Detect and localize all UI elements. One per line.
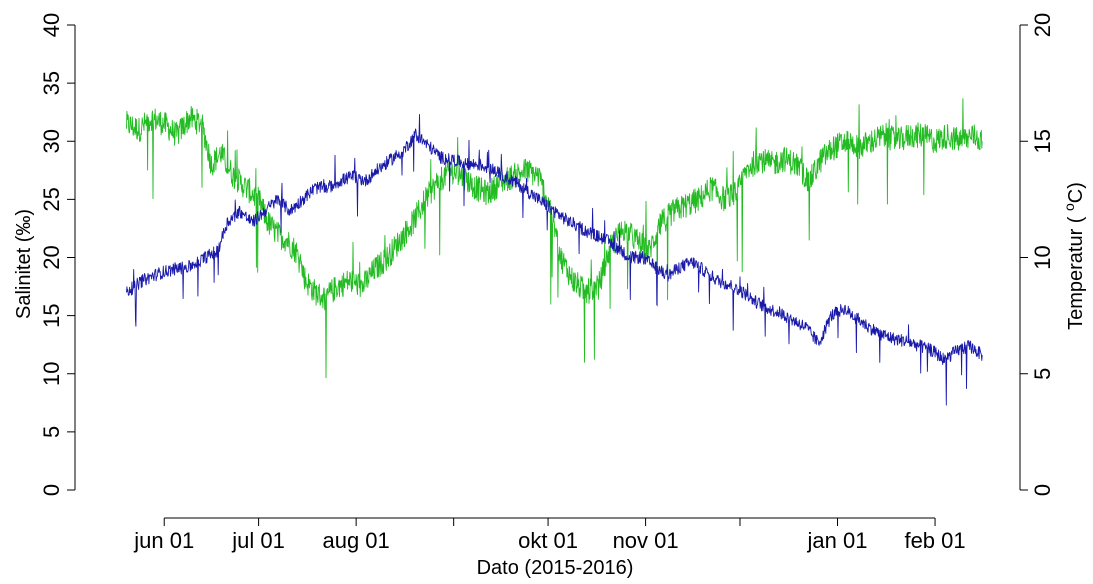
x-axis-title: Dato (2015-2016): [477, 557, 634, 579]
y-axis-left-title: Salinitet (‰): [13, 209, 35, 319]
y-axis-right-title-suffix: C): [1065, 182, 1087, 203]
y-left-tick-label: 15: [39, 303, 64, 327]
y-right-tick-label: 20: [1030, 13, 1055, 37]
y-left-tick-label: 0: [39, 484, 64, 496]
y-left-ticks: 0 5 10 15 20 25 30 35 40: [39, 13, 75, 496]
y-axis-left: 0 5 10 15 20 25 30 35 40 Salinitet (‰): [13, 13, 76, 496]
y-left-tick-label: 20: [39, 245, 64, 269]
y-left-tick-label: 30: [39, 129, 64, 153]
y-left-tick-label: 40: [39, 13, 64, 37]
series-temperatur-line: [126, 114, 983, 406]
y-axis-right-title: Temperatur ( oC): [1061, 182, 1087, 330]
plot-area: [126, 98, 983, 406]
y-axis-right-title-sup: o: [1061, 203, 1077, 211]
x-tick-label: okt 01: [518, 528, 578, 553]
y-left-tick-label: 5: [39, 426, 64, 438]
y-right-tick-label: 15: [1030, 129, 1055, 153]
x-tick-label: jul 01: [231, 528, 285, 553]
y-right-tick-label: 5: [1030, 368, 1055, 380]
x-tick-label: jan 01: [807, 528, 868, 553]
y-right-ticks: 0 5 10 15 20: [1020, 13, 1055, 496]
x-axis: jun 01 jul 01 aug 01 okt 01 nov 01 jan 01 feb …: [133, 517, 966, 579]
x-tick-label: jun 01: [133, 528, 194, 553]
y-left-tick-label: 35: [39, 71, 64, 95]
x-tick-label: feb 01: [904, 528, 965, 553]
y-right-tick-label: 10: [1030, 245, 1055, 269]
y-left-tick-label: 10: [39, 362, 64, 386]
x-ticks: jun 01 jul 01 aug 01 okt 01 nov 01 jan 01 feb …: [133, 518, 966, 553]
y-right-tick-label: 0: [1030, 484, 1055, 496]
x-tick-label: aug 01: [322, 528, 389, 553]
y-axis-right-title-prefix: Temperatur (: [1065, 211, 1087, 330]
y-axis-right: 0 5 10 15 20 Temperatur ( oC): [1019, 13, 1087, 496]
y-left-tick-label: 25: [39, 187, 64, 211]
series-salinitet-line: [126, 98, 983, 379]
x-tick-label: nov 01: [613, 528, 679, 553]
